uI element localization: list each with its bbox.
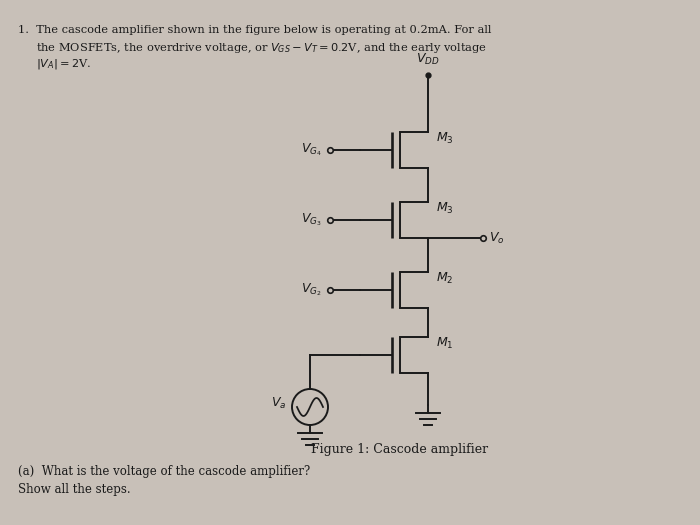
Text: 1.  The cascode amplifier shown in the figure below is operating at 0.2mA. For a: 1. The cascode amplifier shown in the fi… xyxy=(18,25,491,35)
Text: $|V_A|=2$V.: $|V_A|=2$V. xyxy=(18,57,91,71)
Text: $V_{G_2}$: $V_{G_2}$ xyxy=(302,282,322,298)
Text: (a)  What is the voltage of the cascode amplifier?: (a) What is the voltage of the cascode a… xyxy=(18,465,310,478)
Text: $V_{DD}$: $V_{DD}$ xyxy=(416,52,440,67)
Text: Show all the steps.: Show all the steps. xyxy=(18,483,131,496)
Text: $M_2$: $M_2$ xyxy=(436,271,454,286)
Text: $V_{G_3}$: $V_{G_3}$ xyxy=(301,212,322,228)
Text: Figure 1: Cascode amplifier: Figure 1: Cascode amplifier xyxy=(312,443,489,456)
Text: $M_1$: $M_1$ xyxy=(436,336,454,351)
Text: $M_3$: $M_3$ xyxy=(436,201,454,216)
Text: the MOSFETs, the overdrive voltage, or $V_{GS}-V_T = 0.2$V, and the early voltag: the MOSFETs, the overdrive voltage, or $… xyxy=(18,41,487,55)
Text: $V_a$: $V_a$ xyxy=(271,395,286,411)
Text: $M_3$: $M_3$ xyxy=(436,131,454,146)
Text: $V_{G_4}$: $V_{G_4}$ xyxy=(301,142,322,158)
Text: $V_o$: $V_o$ xyxy=(489,230,505,246)
